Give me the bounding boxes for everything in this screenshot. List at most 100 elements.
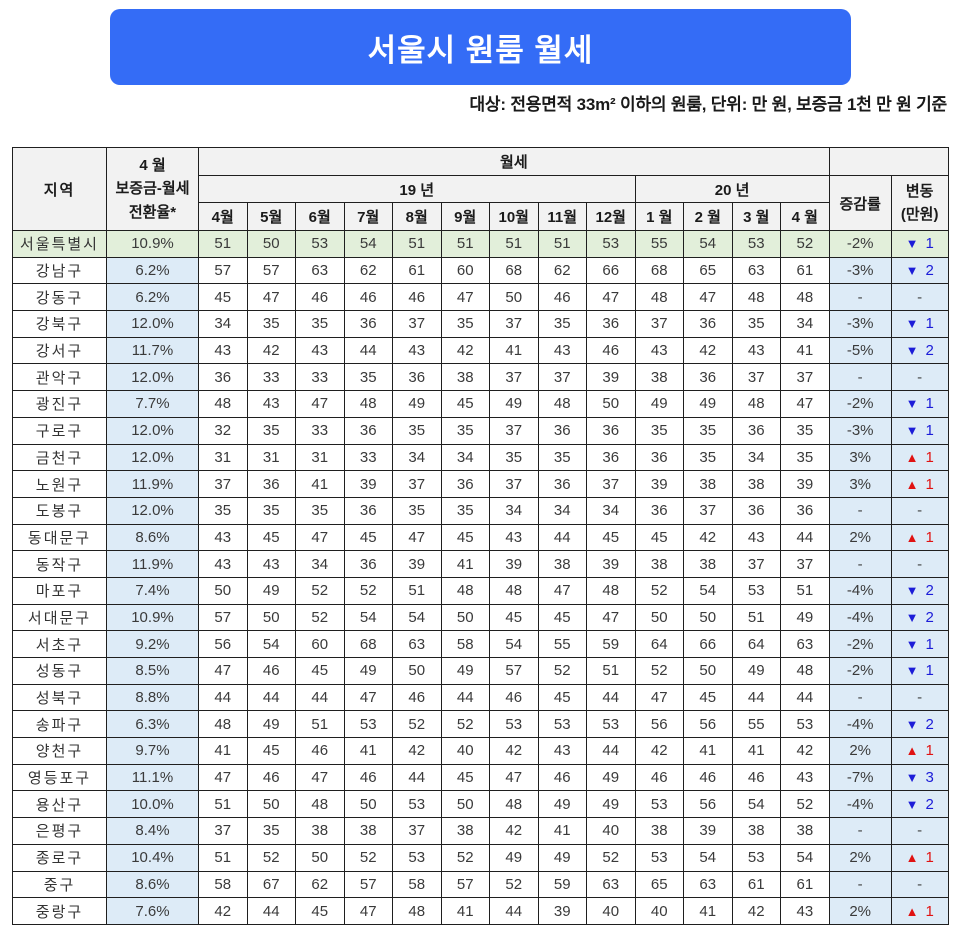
rent-value-cell: 47 [343,897,393,925]
rent-value-cell: 47 [586,283,636,312]
conversion-rate-cell: 10.4% [106,843,199,872]
rent-value-cell: 35 [246,416,296,445]
rent-value-cell: 34 [489,496,539,525]
rent-value-cell: 46 [392,683,442,712]
rent-value-cell: 49 [246,576,296,605]
conversion-rate-cell: 8.6% [106,870,199,899]
rent-value-cell: 44 [489,897,539,925]
rent-value-cell: 47 [198,763,248,792]
rent-value-cell: 45 [440,390,490,418]
rent-value-cell: 37 [634,310,684,338]
rent-value-cell: 47 [246,283,296,312]
subtitle-note: 대상: 전용면적 33m² 이하의 원룸, 단위: 만 원, 보증금 1천 만 … [469,95,947,114]
conversion-rate-cell: 11.7% [106,336,199,365]
rent-value-cell: 36 [343,416,393,445]
change-rate-cell: - [828,683,892,712]
month-header: 7월 [343,202,393,231]
rent-value-cell: 31 [295,443,345,472]
table-row: 금천구 12.0% 31 31 31 33 34 34 35 35 36 36 35 34 35 3% ▲ 1 [12,443,949,472]
rent-value-cell: 51 [392,230,442,258]
rent-value-cell: 49 [537,843,587,872]
rent-value-cell: 56 [683,790,733,819]
rent-value-cell: 35 [731,310,781,338]
rent-value-cell: 55 [537,630,587,658]
rent-value-cell: 47 [295,523,345,552]
rent-value-cell: 42 [246,336,296,365]
down-arrow-icon: ▼ [905,796,919,812]
table-row: 중랑구 7.6% 42 44 45 47 48 41 44 39 40 40 41 42 43 2% ▲ 1 [12,897,949,925]
down-arrow-icon: ▼ [905,423,919,439]
rent-value-cell: 52 [440,710,490,739]
region-cell: 동작구 [12,550,107,578]
rent-value-cell: 49 [537,790,587,819]
change-amount-value: 2 [925,715,934,733]
rent-value-cell: 42 [634,737,684,765]
rent-value-cell: 41 [780,336,830,365]
rent-value-cell: 59 [586,630,636,658]
change-amount-cell: ▲ 1 [890,843,949,872]
rent-value-cell: 56 [683,710,733,739]
rent-value-cell: 56 [198,630,248,658]
rent-value-cell: 47 [780,390,830,418]
rent-value-cell: 49 [731,657,781,685]
region-cell: 강서구 [12,336,107,365]
rent-value-cell: 35 [440,496,490,525]
up-arrow-icon: ▲ [905,449,919,465]
rent-value-cell: 35 [295,310,345,338]
rent-value-cell: 39 [392,550,442,578]
region-cell: 서초구 [12,630,107,658]
table-row: 서초구 9.2% 56 54 60 68 63 58 54 55 59 64 66 64 63 -2% ▼ 1 [12,630,949,658]
rent-value-cell: 37 [537,363,587,392]
rent-value-cell: 52 [343,843,393,872]
rent-value-cell: 36 [537,416,587,445]
rent-value-cell: 46 [537,283,587,312]
rent-value-cell: 43 [780,897,830,925]
conversion-rate-cell: 9.7% [106,737,199,765]
rent-value-cell: 48 [489,576,539,605]
rent-value-cell: 64 [731,630,781,658]
rent-value-cell: 48 [731,390,781,418]
rent-value-cell: 35 [198,496,248,525]
rent-value-cell: 68 [489,256,539,285]
conversion-rate-cell: 11.9% [106,550,199,578]
down-arrow-icon: ▼ [905,636,919,652]
rent-value-cell: 45 [246,523,296,552]
rent-value-cell: 38 [731,817,781,845]
rent-value-cell: 45 [537,603,587,632]
rent-value-cell: 47 [586,603,636,632]
rent-value-cell: 53 [392,843,442,872]
change-rate-cell: - [828,496,892,525]
down-arrow-icon: ▼ [905,770,919,786]
change-amount-cell: ▼ 1 [890,657,949,685]
conversion-rate-cell: 10.9% [106,603,199,632]
month-header: 10월 [489,202,539,231]
rent-value-cell: 44 [392,763,442,792]
rent-value-cell: 53 [731,230,781,258]
change-rate-cell: -3% [828,256,892,285]
region-cell: 구로구 [12,416,107,445]
rent-value-cell: 47 [343,683,393,712]
rent-value-cell: 35 [246,817,296,845]
rent-value-cell: 54 [392,603,442,632]
down-arrow-icon: ▼ [905,663,919,679]
rent-value-cell: 54 [343,230,393,258]
rent-value-cell: 37 [198,817,248,845]
change-amount-value: 1 [925,395,934,413]
table-row: 광진구 7.7% 48 43 47 48 49 45 49 48 50 49 49 48 47 -2% ▼ 1 [12,390,949,418]
rent-value-cell: 33 [295,363,345,392]
change-amount-cell: ▼ 1 [890,230,949,258]
rent-value-cell: 38 [731,470,781,498]
table-row: 동작구 11.9% 43 43 34 36 39 41 39 38 39 38 38 37 37- - [12,550,949,578]
rent-value-cell: 51 [586,657,636,685]
down-arrow-icon: ▼ [905,583,919,599]
rent-value-cell: 41 [440,897,490,925]
rent-value-cell: 42 [198,897,248,925]
rent-value-cell: 42 [683,336,733,365]
rent-value-cell: 43 [198,336,248,365]
rent-value-cell: 48 [634,283,684,312]
conversion-rate-cell: 12.0% [106,310,199,338]
month-header: 8월 [392,202,442,231]
region-cell: 동대문구 [12,523,107,552]
rent-value-cell: 52 [343,576,393,605]
change-amount-cell: ▲ 1 [890,737,949,765]
